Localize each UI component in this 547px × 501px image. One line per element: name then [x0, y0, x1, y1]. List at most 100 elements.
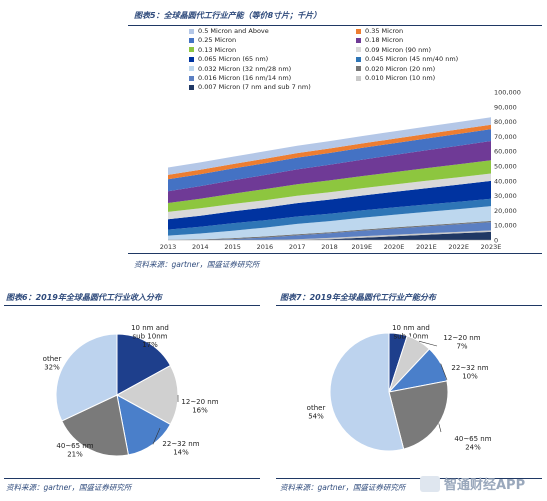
figure5-source: 资料来源：gartner，国盛证券研究所	[134, 260, 260, 269]
area-series-0-13-micron	[168, 160, 491, 212]
legend-swatch	[189, 66, 194, 72]
legend-swatch	[189, 28, 194, 34]
figure6-label-22-32-nm: 22~32 nm 14%	[162, 440, 199, 457]
x-tick-label: 2018	[321, 243, 338, 251]
x-tick-label: 2014	[192, 243, 209, 251]
legend-item-0-18-micron: 0.18 Micron	[356, 36, 403, 44]
figure7-label-40-65-nm: 40~65 nm 24%	[454, 435, 491, 452]
x-axis: 2013 2014 2015 2016 2017 2018 2019E 2020E 2021E 2…	[160, 243, 502, 251]
watermark-text: 智通财经APP	[444, 478, 526, 493]
figure6-source: 资料来源：gartner，国盛证券研究所	[6, 483, 132, 492]
figure6-top-rule	[4, 305, 260, 306]
figure7-label-12-20-nm: 12~20 nm 7%	[443, 334, 480, 351]
y-tick-label: 20,000	[494, 207, 517, 215]
legend-item-0-09-micron-90-nm: 0.09 Micron (90 nm)	[356, 46, 431, 54]
x-tick-label: 2015	[224, 243, 241, 251]
area-series-0-09-micron-90-nm	[168, 173, 491, 220]
legend-item-0-13-micron: 0.13 Micron	[189, 46, 236, 54]
area-series-0-065-micron-65-nm	[168, 180, 491, 230]
x-tick-label: 2022E	[448, 243, 469, 251]
legend-swatch	[356, 75, 361, 81]
legend-item-0-065-micron-65-nm: 0.065 Micron (65 nm)	[189, 55, 268, 63]
figure7-label-other: other 54%	[307, 404, 326, 421]
legend-label: 0.18 Micron	[365, 36, 404, 45]
legend-item-0-032-micron-32-nm-28-nm: 0.032 Micron (32 nm/28 nm)	[189, 65, 291, 73]
legend-swatch	[356, 28, 361, 34]
y-axis: 0 10,000 20,000 30,000 40,000 50,000 60,000 70,…	[494, 89, 521, 245]
y-tick-label: 30,000	[494, 192, 517, 200]
watermark: 智通财经APP	[420, 474, 525, 493]
figure6-title: 图表6：2019年全球晶圆代工行业收入分布	[6, 293, 162, 302]
legend-swatch	[356, 56, 361, 62]
figure7-leader-line	[418, 340, 438, 347]
x-tick-label: 2020E	[384, 243, 405, 251]
legend-item-0-020-micron-20-nm: 0.020 Micron (20 nm)	[356, 65, 435, 73]
figure7-top-rule	[276, 305, 542, 306]
legend-label: 0.065 Micron (65 nm)	[198, 55, 269, 64]
area-series-0-016-micron-16-nm-14-nm	[168, 222, 491, 240]
legend-item-0-045-micron-45-nm-40-nm: 0.045 Micron (45 nm/40 nm)	[356, 55, 458, 63]
area-series-0-010-micron-10-nm	[168, 230, 491, 240]
legend-swatch	[356, 37, 361, 43]
legend-swatch	[189, 47, 194, 53]
figure7-leader-line	[438, 423, 442, 433]
area-series-0-032-micron-32-nm-28-nm	[168, 206, 491, 240]
x-tick-label: 2019E	[351, 243, 372, 251]
legend-item-0-5-micron-and-above: 0.5 Micron and Above	[189, 27, 269, 35]
legend-label: 0.032 Micron (32 nm/28 nm)	[198, 64, 292, 73]
figure7-slice-other	[329, 332, 405, 452]
figure7-leader-line	[440, 363, 448, 381]
x-tick-label: 2013	[160, 243, 177, 251]
legend-label: 0.020 Micron (20 nm)	[365, 64, 436, 73]
legend-swatch	[356, 66, 361, 72]
legend-item-0-007-micron-7-nm-and-sub-7-nm: 0.007 Micron (7 nm and sub 7 nm)	[189, 83, 311, 91]
y-tick-label: 80,000	[494, 118, 517, 126]
legend-label: 0.007 Micron (7 nm and sub 7 nm)	[198, 83, 311, 92]
legend-label: 0.010 Micron (10 nm)	[365, 74, 436, 82]
y-tick-label: 70,000	[494, 133, 517, 141]
watermark-logo-icon	[420, 475, 440, 492]
legend-label: 0.016 Micron (16 nm/14 nm)	[198, 74, 292, 82]
legend-swatch	[189, 37, 194, 43]
legend-label: 0.25 Micron	[198, 36, 237, 45]
figure6-label-10-nm-and-sub-10nm: 10 nm and sub 10nm 17%	[131, 324, 169, 349]
area-series-0-045-micron-45-nm-40-nm	[168, 198, 491, 236]
legend-item-0-25-micron: 0.25 Micron	[189, 36, 236, 44]
y-tick-label: 60,000	[494, 148, 517, 156]
figure6-slice-10-nm-and-sub-10nm	[116, 333, 172, 396]
y-tick-label: 90,000	[494, 103, 517, 111]
x-tick-label: 2016	[257, 243, 274, 251]
figure5-title: 图表5：全球晶圆代工行业产能（等价8寸片；千片）	[134, 11, 322, 20]
figure6-slice-40-65-nm	[61, 394, 130, 457]
area-series-0-25-micron	[168, 129, 491, 192]
area-series-0-18-micron	[168, 141, 491, 203]
x-tick-label: 2023E	[481, 243, 502, 251]
figure5-bottom-rule	[128, 253, 542, 254]
y-tick-label: 0	[494, 237, 498, 245]
figure5-top-rule	[128, 25, 542, 26]
figure7-label-22-32-nm: 22~32 nm 10%	[451, 364, 488, 381]
y-tick-label: 50,000	[494, 163, 517, 171]
area-series-0-007-micron-7-nm-and-sub-7-nm	[168, 231, 491, 240]
x-tick-label: 2017	[289, 243, 306, 251]
y-tick-label: 40,000	[494, 177, 517, 185]
figure6-slice-other	[55, 333, 118, 422]
legend-item-0-010-micron-10-nm: 0.010 Micron (10 nm)	[356, 74, 435, 82]
figure6-bottom-rule	[4, 478, 260, 479]
figure6-pie: 10 nm and sub 10nm 17% 12~20 nm 16% 22~32 nm 1…	[43, 324, 219, 459]
legend-label: 0.13 Micron	[198, 45, 237, 54]
x-tick-label: 2021E	[416, 243, 437, 251]
figure7-title: 图表7：2019年全球晶圆代工行业产能分布	[280, 293, 436, 302]
y-tick-label: 10,000	[494, 222, 517, 230]
figure6-leader-line	[152, 427, 161, 445]
figure7-source: 资料来源：gartner，国盛证券研究所	[280, 483, 406, 492]
area-series-0-35-micron	[168, 124, 491, 180]
area-series-group	[168, 117, 491, 240]
figure6-label-other: other 32%	[43, 355, 62, 372]
legend-swatch	[356, 47, 361, 53]
legend-label: 0.045 Micron (45 nm/40 nm)	[365, 55, 459, 64]
area-series-0-5-micron-and-above	[168, 117, 491, 175]
legend-swatch	[189, 84, 194, 90]
